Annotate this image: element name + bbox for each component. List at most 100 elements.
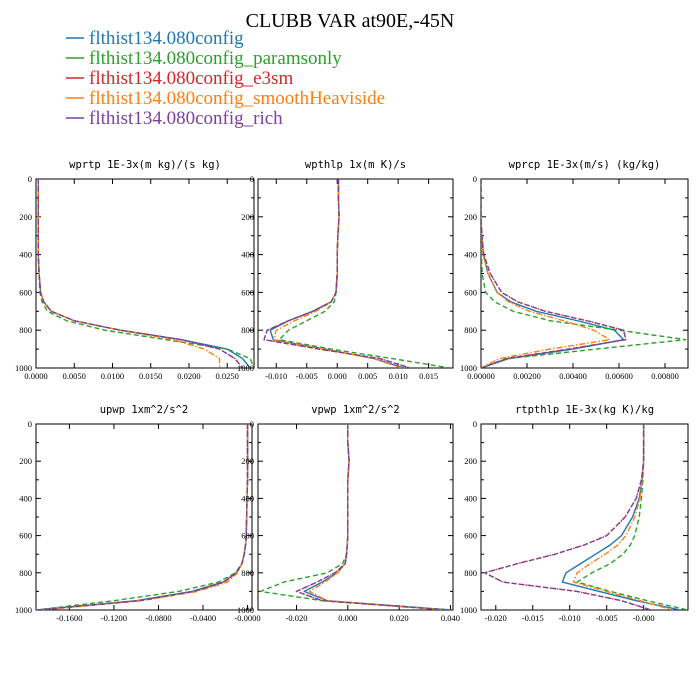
x-tick-label: -0.005 (596, 613, 618, 623)
x-tick-label: -0.020 (485, 613, 507, 623)
series-line-5 (37, 179, 244, 368)
x-tick-label: 0.015 (419, 371, 438, 381)
y-tick-label: 800 (241, 568, 254, 578)
series-line-4 (481, 179, 611, 368)
x-tick-label: 0.00800 (651, 371, 679, 381)
panel-title: upwp 1xm^2/s^2 (100, 404, 189, 416)
legend-label: flthist134.080config (89, 28, 244, 49)
x-tick-label: 0.0150 (139, 371, 162, 381)
y-tick-label: 1000 (237, 605, 254, 615)
plot-frame (480, 423, 689, 611)
y-tick-label: 800 (241, 325, 254, 335)
y-tick-label: 600 (241, 531, 254, 541)
panel-title: wprcp 1E-3x(m/s) (kg/kg) (509, 159, 661, 171)
x-tick-label: -0.020 (286, 613, 308, 623)
y-tick-label: 800 (19, 568, 32, 578)
x-tick-label: 0.0200 (177, 371, 200, 381)
series-line-5 (481, 179, 627, 368)
figure-title: CLUBB VAR at90E,-45N (246, 10, 455, 32)
x-tick-label: 0.0250 (216, 371, 239, 381)
x-tick-label: -0.015 (522, 613, 544, 623)
y-tick-label: 0 (28, 419, 32, 429)
legend-label: flthist134.080config_e3sm (89, 68, 293, 89)
x-tick-label: 0.00200 (513, 371, 541, 381)
series-line-2 (481, 179, 687, 368)
y-tick-label: 200 (464, 212, 477, 222)
y-tick-label: 1000 (15, 363, 32, 373)
x-tick-label: 0.0100 (101, 371, 124, 381)
series-line-1 (481, 179, 625, 368)
y-tick-label: 400 (19, 493, 32, 503)
panel-1: wprtp 1E-3x(m kg)/(s kg) 0 200 400 600 800 100… (15, 159, 255, 381)
y-tick-label: 1000 (460, 605, 477, 615)
y-tick-label: 200 (19, 212, 32, 222)
series-line-4 (272, 179, 402, 368)
panel-2: wpthlp 1x(m K)/s 0 200 400 600 800 1000 -0.010-… (237, 159, 454, 381)
x-tick-label: 0.010 (389, 371, 408, 381)
x-tick-label: 0.005 (358, 371, 377, 381)
plot-frame (480, 178, 689, 369)
legend-label: flthist134.080config_smoothHeaviside (89, 88, 385, 109)
x-tick-label: -0.005 (296, 371, 318, 381)
y-tick-label: 0 (250, 174, 254, 184)
x-tick-label: -0.000 (633, 613, 655, 623)
y-tick-label: 0 (473, 174, 477, 184)
x-tick-label: -0.0000 (234, 613, 260, 623)
y-tick-label: 800 (464, 325, 477, 335)
x-tick-label: -0.1600 (56, 613, 82, 623)
series-line-4 (37, 179, 221, 368)
panel-4: upwp 1xm^2/s^2 0 200 400 600 800 1000 -0.1600 -0… (15, 404, 261, 623)
series-line-2 (278, 179, 451, 368)
y-tick-label: 400 (19, 250, 32, 260)
y-tick-label: 400 (241, 250, 254, 260)
y-tick-label: 800 (464, 568, 477, 578)
y-tick-label: 1000 (15, 605, 32, 615)
series-line-3 (295, 424, 448, 610)
y-tick-label: 600 (19, 287, 32, 297)
panel-title: wpthlp 1x(m K)/s (305, 159, 406, 171)
series-line-1 (36, 424, 249, 610)
series-line-4 (308, 424, 446, 610)
panel-title: vpwp 1xm^2/s^2 (311, 404, 400, 416)
series-line-5 (38, 424, 249, 610)
x-tick-label: -0.010 (265, 371, 287, 381)
y-tick-label: 0 (28, 174, 32, 184)
legend-label: flthist134.080config_rich (89, 108, 283, 129)
y-tick-label: 1000 (237, 363, 254, 373)
y-tick-label: 200 (241, 212, 254, 222)
y-tick-label: 600 (241, 287, 254, 297)
panel-6: rtpthlp 1E-3x(kg K)/kg02004006008001000-… (460, 404, 689, 623)
x-tick-label: -0.0800 (145, 613, 171, 623)
panel-3: wprcp 1E-3x(m/s) (kg/kg) 0 200 400 600 800 100… (460, 159, 689, 381)
series-line-5 (484, 424, 652, 610)
panel-5: vpwp 1xm^2/s^2 0 200 400 600 800 1000 -0.020 0.0… (237, 404, 460, 623)
x-tick-label: 0.020 (390, 613, 409, 623)
panels: wprtp 1E-3x(m kg)/(s kg) 0 200 400 600 800 100… (15, 159, 689, 623)
x-tick-label: 0.040 (441, 613, 460, 623)
x-tick-label: 0.0050 (63, 371, 86, 381)
x-tick-label: -0.010 (559, 613, 581, 623)
series-line-1 (303, 424, 451, 610)
series-line-2 (259, 424, 451, 610)
legend-label: flthist134.080config_paramsonly (89, 48, 342, 69)
y-tick-label: 800 (19, 325, 32, 335)
series-line-1 (37, 179, 251, 368)
series-line-3 (37, 179, 244, 368)
y-tick-label: 600 (464, 531, 477, 541)
y-tick-label: 200 (19, 456, 32, 466)
y-tick-label: 0 (473, 419, 477, 429)
y-tick-label: 400 (464, 250, 477, 260)
series-line-1 (561, 424, 681, 610)
x-tick-label: 0.000 (338, 613, 357, 623)
y-tick-label: 600 (464, 287, 477, 297)
y-tick-label: 1000 (460, 363, 477, 373)
plot-frame (35, 178, 255, 369)
y-tick-label: 400 (464, 493, 477, 503)
series-line-3 (484, 424, 652, 610)
panel-title: rtpthlp 1E-3x(kg K)/kg (515, 404, 654, 416)
plot-frame (257, 178, 454, 369)
x-tick-label: 0.00600 (605, 371, 633, 381)
x-tick-label: -0.1200 (101, 613, 127, 623)
y-tick-label: 200 (464, 456, 477, 466)
